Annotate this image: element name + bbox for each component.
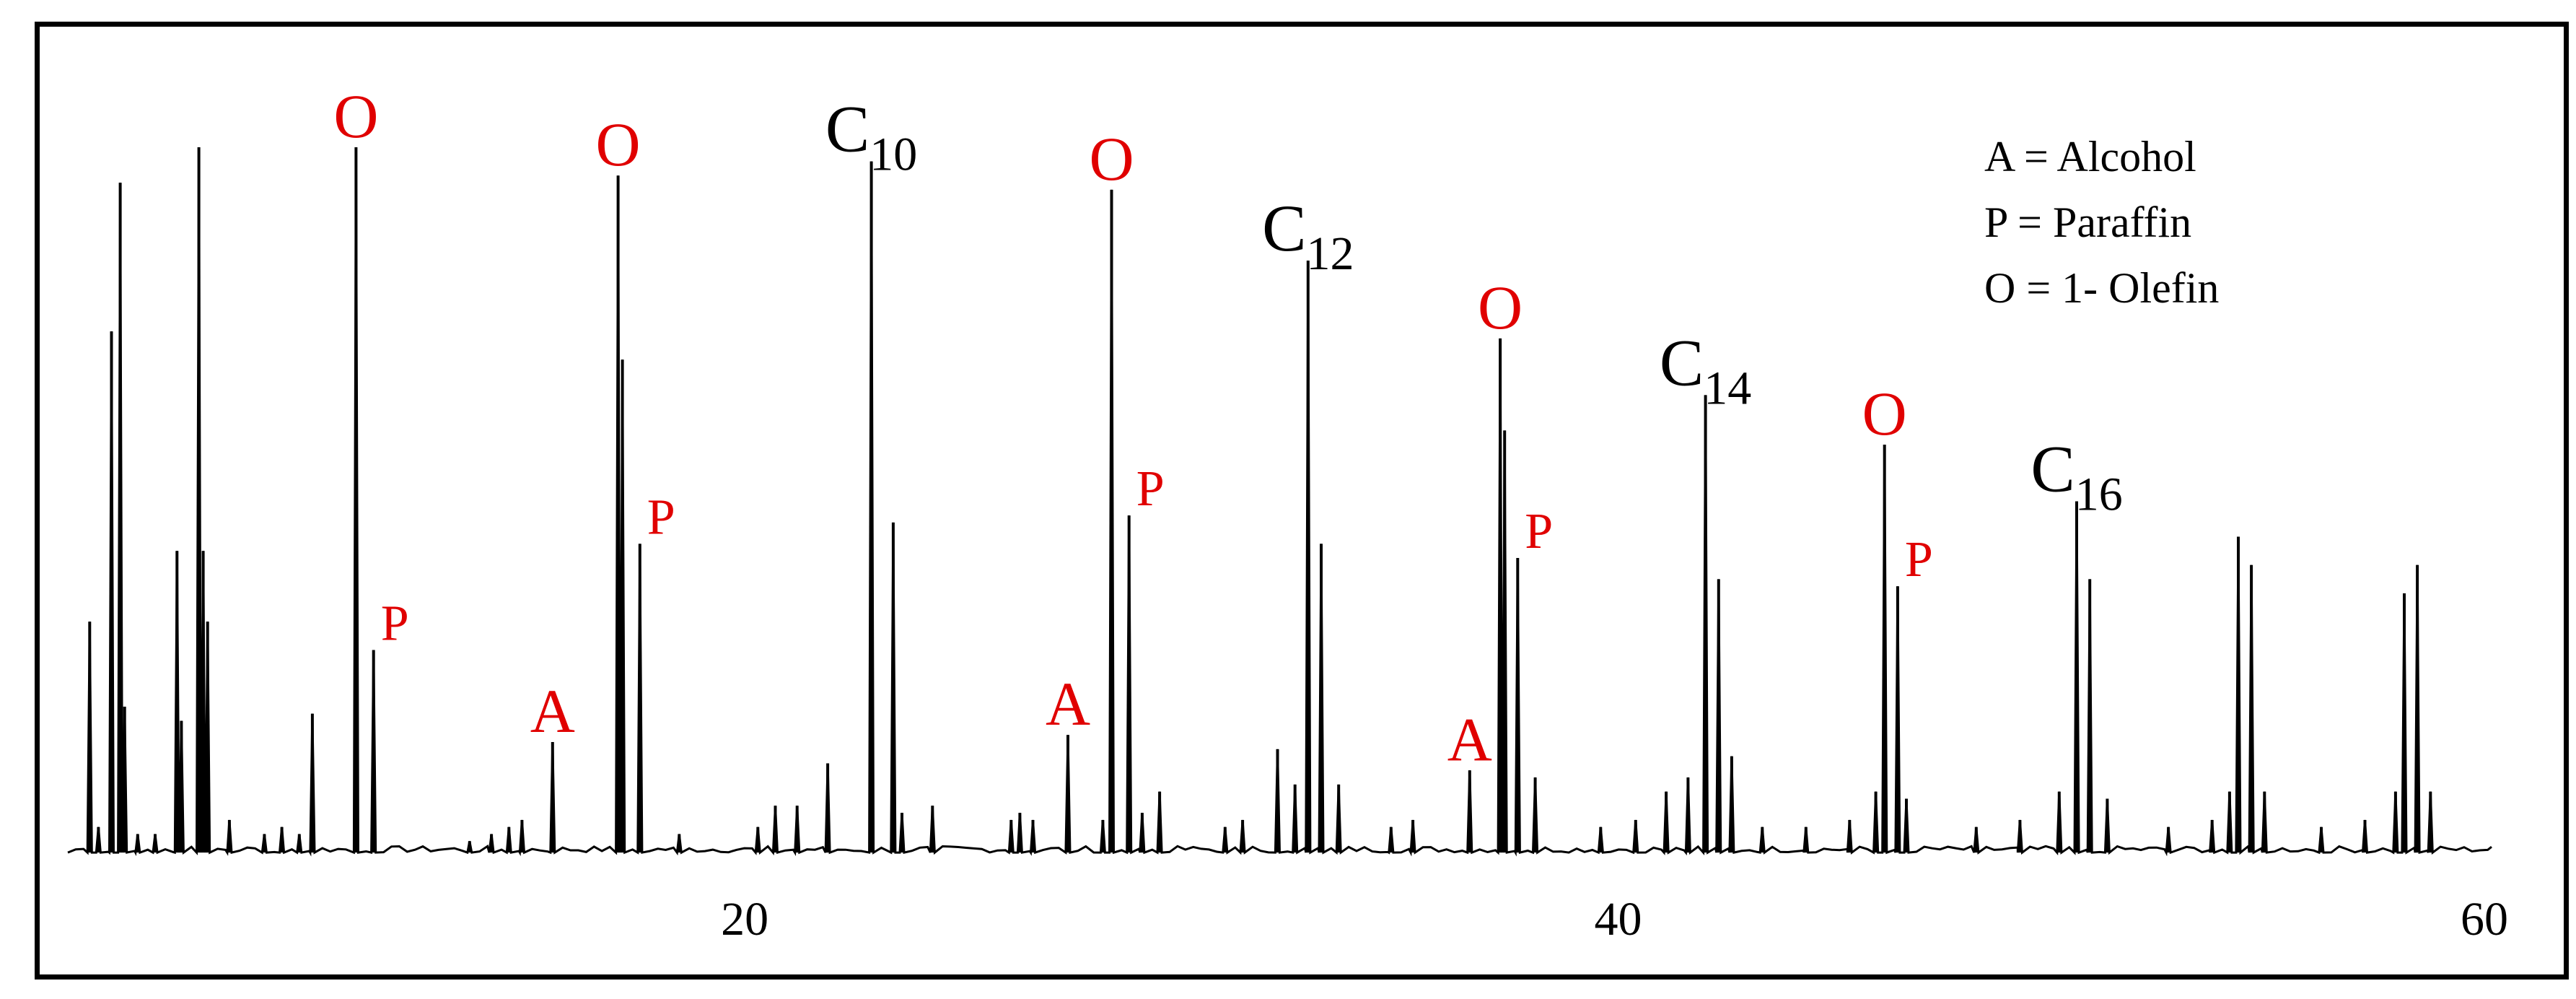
peak-label-subscript: 14 bbox=[1704, 362, 1751, 414]
legend-entry-paraffin: P = Paraffin bbox=[1984, 199, 2191, 246]
peak-label: O bbox=[1862, 379, 1907, 448]
peak-label: O bbox=[333, 82, 378, 151]
x-tick-label: 20 bbox=[721, 893, 768, 946]
peak-label: C12 bbox=[1262, 191, 1354, 280]
peak-label: O bbox=[596, 110, 641, 179]
peak-label: A bbox=[1447, 704, 1492, 774]
peak-label: C14 bbox=[1660, 326, 1751, 414]
trace-layer bbox=[67, 147, 2492, 857]
x-axis-ticks: 20 40 60 bbox=[721, 893, 2508, 946]
peak-label-subscript: 16 bbox=[2075, 468, 2123, 521]
peak-label-layer: O P A O P C10 A O P C12 A O P C14 O P C16 bbox=[333, 82, 2122, 774]
chromatogram-trace bbox=[67, 147, 2492, 857]
peak-label: A bbox=[530, 676, 575, 746]
peak-label: O bbox=[1089, 124, 1134, 193]
peak-label: P bbox=[381, 596, 409, 652]
peak-label-subscript: 12 bbox=[1306, 227, 1354, 280]
peak-label: P bbox=[647, 489, 675, 545]
peak-label: O bbox=[1478, 273, 1523, 342]
peak-label: A bbox=[1046, 669, 1090, 738]
legend: A = Alcohol P = Paraffin O = 1- Olefin bbox=[1984, 133, 2219, 312]
chart-frame: O P A O P C10 A O P C12 A O P C14 O P C16 20 40 60 A = A… bbox=[35, 22, 2569, 980]
legend-entry-olefin: O = 1- Olefin bbox=[1984, 264, 2219, 312]
peak-label-subscript: 10 bbox=[869, 128, 917, 181]
x-tick-label: 40 bbox=[1595, 893, 1642, 946]
peak-label: C10 bbox=[825, 92, 917, 181]
legend-entry-alcohol: A = Alcohol bbox=[1984, 133, 2196, 180]
peak-label: P bbox=[1525, 504, 1553, 559]
peak-label: P bbox=[1136, 461, 1165, 517]
chromatogram-chart: O P A O P C10 A O P C12 A O P C14 O P C16 20 40 60 A = A… bbox=[67, 82, 2508, 946]
peak-label: P bbox=[1905, 532, 1933, 588]
x-tick-label: 60 bbox=[2461, 893, 2508, 946]
peak-label: C16 bbox=[2030, 432, 2122, 521]
